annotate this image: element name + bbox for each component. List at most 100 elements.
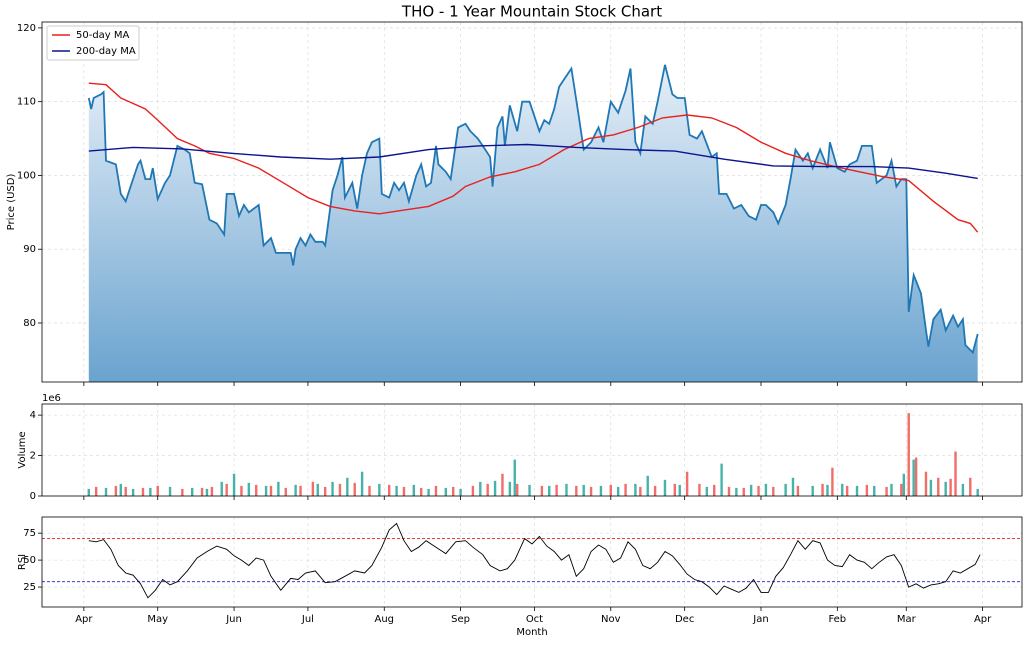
volume-bar: [479, 481, 482, 496]
volume-bar: [890, 483, 893, 496]
volume-bar: [501, 473, 504, 496]
volume-bar: [516, 483, 519, 496]
volume-bar: [87, 488, 90, 496]
x-tick-label: Mar: [897, 614, 917, 625]
volume-bar: [772, 486, 775, 496]
volume-bar: [811, 485, 814, 496]
volume-bar: [316, 483, 319, 496]
volume-bar: [402, 486, 406, 496]
volume-bar: [277, 481, 280, 496]
volume-bar: [508, 481, 512, 496]
price-line: [87, 64, 979, 355]
y-tick-label: 2: [30, 451, 36, 462]
volume-bar: [705, 486, 709, 496]
volume-bar: [914, 457, 918, 496]
volume-bar: [284, 487, 287, 496]
y-tick-label: 4: [30, 410, 36, 421]
volume-bar: [954, 451, 957, 496]
volume-bar: [540, 485, 544, 496]
volume-bar: [240, 485, 243, 496]
volume-bar: [821, 483, 824, 496]
volume-bar: [149, 487, 152, 496]
volume-bar: [796, 485, 800, 496]
volume-bar: [653, 485, 657, 496]
volume-bar: [412, 484, 416, 496]
volume-bar: [191, 487, 194, 496]
volume-bar: [168, 486, 172, 496]
volume-bar: [232, 473, 236, 496]
volume-bar: [749, 484, 753, 496]
volume-bar: [599, 485, 603, 496]
volume-bar: [639, 486, 642, 496]
volume-bar: [555, 484, 558, 496]
volume-bar: [220, 481, 223, 496]
volume-bar: [937, 477, 940, 496]
volume-bar: [368, 485, 371, 496]
volume-bar: [663, 479, 667, 496]
volume-bar: [459, 488, 462, 496]
volume-bar: [929, 479, 933, 496]
volume-bar: [269, 485, 273, 496]
volume-bar: [471, 485, 475, 496]
volume-bar: [720, 463, 723, 496]
legend-label: 50-day MA: [76, 30, 130, 41]
volume-bar: [156, 485, 159, 496]
volume-bar: [486, 483, 489, 496]
volume-bar: [961, 483, 965, 496]
volume-bar: [311, 481, 315, 496]
volume-bar: [831, 467, 834, 496]
x-tick-label: Dec: [675, 614, 694, 625]
volume-bar: [94, 486, 98, 496]
volume-bar: [104, 487, 108, 496]
y-tick-label: 0: [30, 491, 36, 502]
y-axis-label: RSI: [17, 554, 28, 570]
volume-bar: [698, 483, 701, 496]
ma-line: [88, 143, 978, 180]
y-axis-label: Price (USD): [6, 174, 17, 231]
volume-bar: [141, 487, 145, 496]
volume-bar: [210, 486, 214, 496]
volume-bar: [865, 484, 869, 496]
volume-bar: [565, 483, 568, 496]
volume-bar: [114, 485, 118, 496]
y-tick-label: 110: [17, 97, 36, 108]
axis-offset-label: 1e6: [42, 393, 61, 404]
y-tick-label: 120: [17, 23, 36, 34]
volume-bar: [346, 477, 349, 496]
volume-bar: [912, 459, 915, 496]
price-area: [88, 64, 978, 383]
legend: 50-day MA 200-day MA: [46, 25, 140, 61]
y-tick-label: 25: [23, 582, 36, 593]
x-tick-label: Oct: [526, 614, 543, 625]
volume-bar: [907, 413, 910, 496]
volume-bar: [969, 477, 972, 496]
volume-bar: [646, 475, 649, 496]
volume-bar: [395, 485, 398, 496]
y-tick-label: 80: [23, 318, 36, 329]
x-tick-label: Jul: [301, 614, 314, 625]
chart-title: THO - 1 Year Mountain Stock Chart: [401, 3, 662, 21]
volume-bar: [944, 481, 947, 496]
volume-bar: [124, 486, 127, 496]
volume-bar: [434, 485, 438, 496]
plot-frame: [41, 21, 1023, 383]
x-tick-label: Feb: [828, 614, 846, 625]
x-tick-label: Sep: [451, 614, 470, 625]
legend-label: 200-day MA: [76, 46, 136, 57]
volume-bar: [616, 486, 620, 496]
volume-bar: [360, 471, 364, 496]
volume-bar: [323, 486, 327, 496]
volume-bar: [784, 483, 787, 496]
volume-bar: [452, 486, 455, 496]
x-axis-label: Month: [516, 627, 547, 638]
volume-bar: [493, 480, 497, 496]
y-axis-label: Volume: [17, 431, 28, 468]
volume-bar: [200, 487, 204, 496]
volume-bar: [826, 484, 829, 496]
volume-bar: [609, 484, 612, 496]
y-tick-label: 100: [17, 170, 36, 181]
volume-bar: [299, 485, 302, 496]
rsi-line: [88, 522, 981, 599]
volume-bar: [427, 488, 430, 496]
